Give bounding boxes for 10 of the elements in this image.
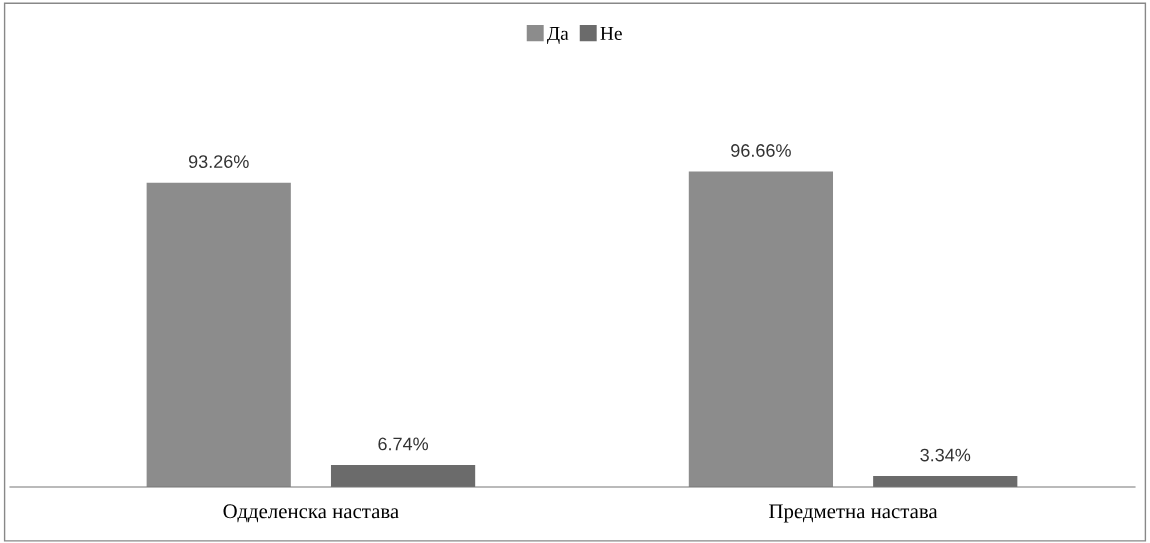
bar	[146, 182, 291, 487]
data-label: 3.34%	[920, 448, 971, 462]
data-label: 6.74%	[378, 437, 429, 451]
data-label: 93.26%	[188, 155, 249, 168]
legend-label: Да	[547, 27, 569, 44]
x-tick-label: Одделенска настава	[223, 504, 399, 523]
x-tick-label: Предметна настава	[769, 504, 938, 523]
legend-label: Не	[600, 27, 622, 41]
data-label: 96.66%	[731, 144, 791, 157]
bar	[688, 171, 834, 487]
